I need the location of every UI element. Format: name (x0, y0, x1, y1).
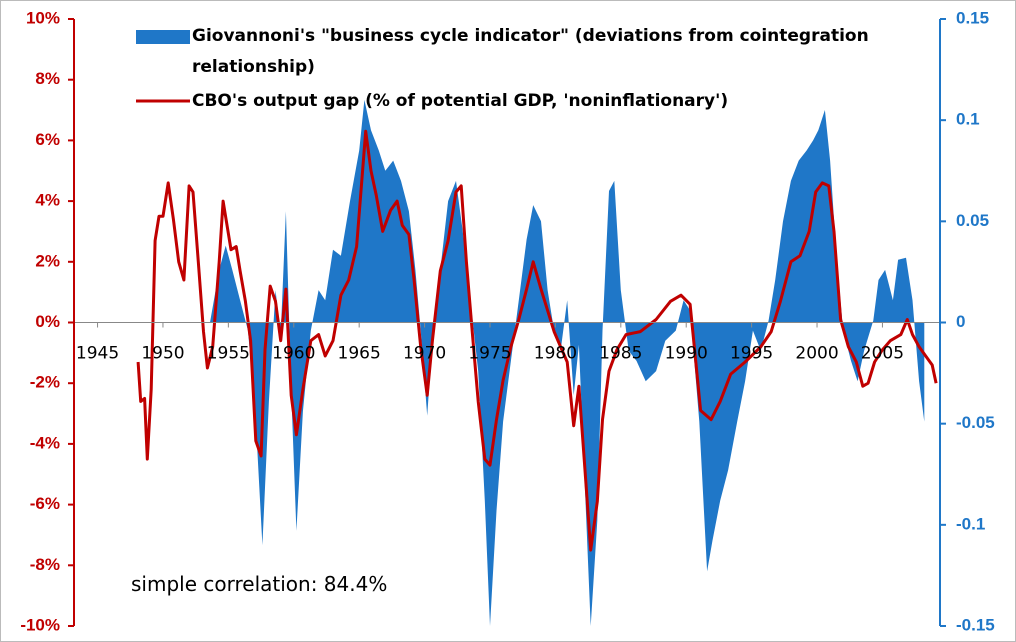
line-series (136, 129, 938, 552)
y-tick-label: -4% (30, 433, 60, 452)
y2-tick-label: -0.15 (956, 615, 995, 634)
x-tick-label: 1980 (534, 344, 577, 364)
y-tick-label: 6% (35, 130, 60, 149)
y2-tick-label: 0.15 (956, 8, 989, 27)
x-tick-label: 1985 (599, 344, 642, 364)
y-tick-label: -10% (20, 615, 60, 634)
y-tick-label: -8% (30, 555, 60, 574)
x-tick-label: 2005 (861, 344, 904, 364)
x-tick-label: 1950 (141, 344, 184, 364)
y-tick-label: 10% (26, 8, 60, 27)
legend-label: CBO's output gap (% of potential GDP, 'n… (192, 91, 729, 111)
annotation: simple correlation: 84.4% (131, 572, 388, 596)
x-tick-label: 1945 (76, 344, 119, 364)
x-tick-label: 1970 (403, 344, 446, 364)
y2-tick-label: -0.1 (956, 514, 985, 533)
x-tick-label: 1955 (207, 344, 250, 364)
y-tick-label: -2% (30, 373, 60, 392)
area-series (210, 99, 925, 626)
x-tick-label: 1960 (272, 344, 315, 364)
x-tick-label: 1975 (468, 344, 511, 364)
y-tick-label: 0% (35, 312, 60, 331)
y2-tick-label: -0.05 (956, 413, 995, 432)
legend-label: Giovannoni's "business cycle indicator" … (192, 26, 869, 77)
legend-swatch-area (136, 30, 190, 44)
x-tick-label: 1965 (338, 344, 381, 364)
y-tick-label: 2% (35, 251, 60, 270)
y2-tick-label: 0.05 (956, 211, 989, 230)
y-tick-label: 4% (35, 191, 60, 210)
y2-tick-label: 0 (956, 312, 965, 331)
x-tick-label: 1990 (665, 344, 708, 364)
x-tick-label: 1995 (730, 344, 773, 364)
x-tick-label: 2000 (795, 344, 838, 364)
plot-area (136, 99, 938, 626)
y-tick-label: -6% (30, 494, 60, 513)
y-tick-label: 8% (35, 69, 60, 88)
y2-tick-label: 0.1 (956, 110, 980, 129)
